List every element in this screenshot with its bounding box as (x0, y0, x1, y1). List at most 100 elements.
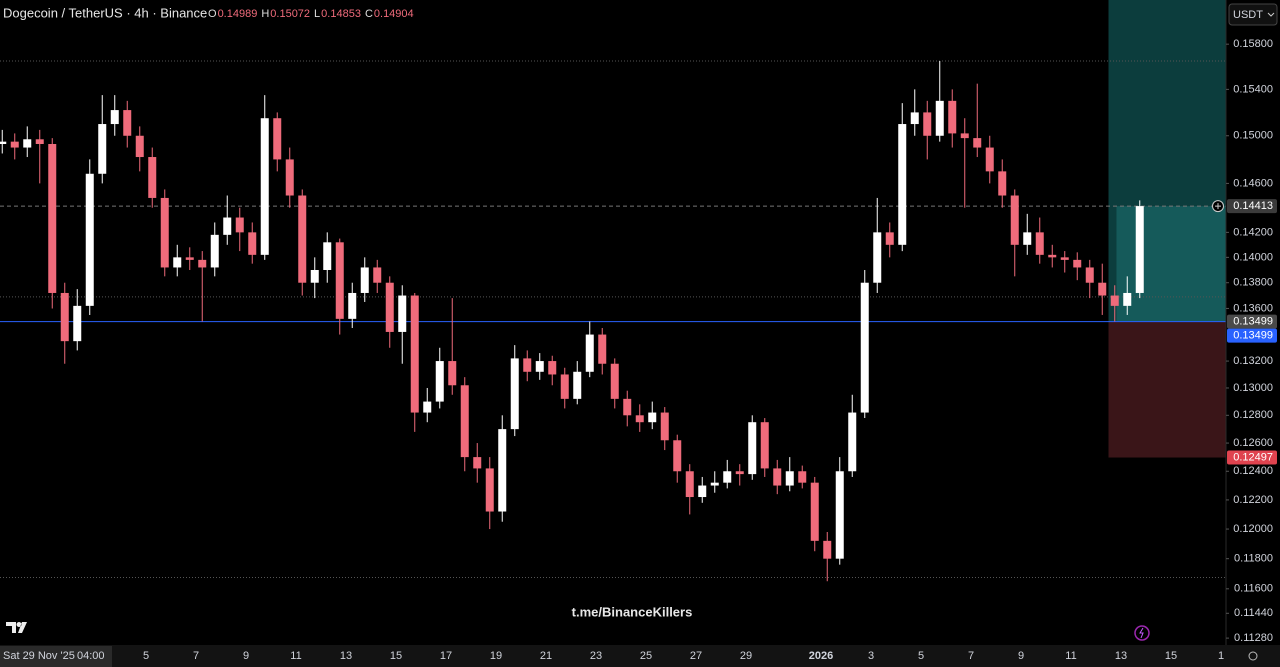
candle-body (635, 415, 644, 423)
candle-body (198, 259, 207, 268)
candle-body (810, 482, 819, 541)
plot (0, 60, 1226, 582)
candle-body (73, 305, 82, 342)
candle-body (0, 141, 7, 144)
candle-body (1085, 267, 1094, 283)
candle-body (910, 112, 919, 125)
x-tick-label: 9 (243, 650, 249, 662)
candle-body (785, 471, 794, 486)
x-tick-label: 21 (540, 650, 552, 662)
y-tick-label: 0.13000 (1233, 382, 1273, 394)
y-tick-label: 0.15000 (1233, 130, 1273, 142)
candle-body (260, 118, 269, 255)
candle-body (685, 471, 694, 498)
candle-body (710, 482, 719, 486)
alert-icon[interactable] (1134, 625, 1150, 641)
y-tick-label: 0.11440 (1234, 607, 1273, 619)
legend-key: L (314, 8, 320, 20)
candle-body (985, 147, 994, 172)
x-tick-label: 27 (690, 650, 702, 662)
candle-body (248, 232, 257, 255)
x-tick-label: 29 (740, 650, 752, 662)
candle-body (360, 267, 369, 293)
candle-body (660, 412, 669, 441)
candle-body (460, 385, 469, 458)
x-tick-label: 25 (640, 650, 652, 662)
candle-body (398, 295, 407, 332)
candle-body (1123, 292, 1132, 306)
currency-button[interactable] (1228, 3, 1278, 26)
candle-body (960, 133, 969, 139)
y-tick-label: 0.12800 (1233, 409, 1273, 421)
candle-body (973, 138, 982, 148)
x-tick-label: 15 (390, 650, 402, 662)
x-tick-label: 9 (1018, 650, 1024, 662)
candle-body (923, 112, 932, 136)
candle-body (598, 334, 607, 364)
candle-body (10, 141, 19, 148)
candle-body (698, 485, 707, 498)
candle-body (1098, 282, 1107, 296)
candle-body (323, 242, 332, 270)
legend-key: O (208, 8, 217, 20)
candle-body (285, 159, 294, 196)
candle-body (60, 292, 69, 342)
ohlc-legend: O 0.14989 H 0.15072 L 0.14853 C 0.14904 (208, 8, 414, 20)
candle-body (585, 334, 594, 372)
alert-bolt[interactable] (1139, 627, 1144, 639)
candle-body (648, 412, 657, 423)
crosshair-time: 04:00 (77, 650, 105, 662)
candle-body (35, 139, 44, 144)
logo-shape (6, 622, 27, 633)
candle-body (885, 232, 894, 245)
legend-key: H (261, 8, 269, 20)
currency-label[interactable]: USDT (1233, 9, 1263, 21)
settings-icon[interactable] (1248, 651, 1258, 661)
candle-body (410, 295, 419, 413)
candle-body (623, 398, 632, 416)
candle-body (548, 361, 557, 375)
y-tick-label: 0.11800 (1234, 553, 1273, 565)
x-tick-label: Sat 29 Nov '25 (3, 650, 75, 662)
candle-body (160, 197, 169, 268)
candle-body (423, 401, 432, 413)
candle-body (510, 358, 519, 430)
price-tag-label: 0.13499 (1233, 329, 1273, 341)
x-tick-label: 15 (1165, 650, 1177, 662)
candle-body (673, 440, 682, 472)
y-tick-label: 0.12600 (1233, 437, 1273, 449)
candle-body (85, 173, 94, 306)
candle-body (48, 143, 57, 293)
candle-body (935, 100, 944, 136)
x-tick-label: 7 (968, 650, 974, 662)
candle-body (535, 361, 544, 372)
candle-body (435, 361, 444, 402)
candle-body (23, 139, 32, 148)
candle-body (848, 412, 857, 472)
y-tick-label: 0.12400 (1233, 465, 1273, 477)
candle-body (348, 292, 357, 319)
price-tag-label: 0.14413 (1233, 200, 1273, 212)
y-tick-label: 0.12000 (1233, 523, 1273, 535)
price-tag (1227, 450, 1277, 465)
y-tick-label: 0.12200 (1233, 494, 1273, 506)
y-tick-label: 0.14000 (1233, 251, 1273, 263)
candle-body (98, 124, 107, 174)
y-tick-label: 0.13200 (1233, 355, 1273, 367)
y-tick-label: 0.15400 (1233, 83, 1273, 95)
x-tick-label: 17 (440, 650, 452, 662)
dropdown-icon[interactable] (1267, 12, 1275, 17)
legend-key: C (365, 8, 373, 20)
candle-body (1010, 195, 1019, 245)
candle-body (998, 171, 1007, 196)
candle-body (948, 100, 957, 134)
candle-body (235, 217, 244, 233)
legend-value: 0.14904 (374, 8, 414, 20)
position-tool[interactable] (1108, 0, 1227, 458)
candle-body (1060, 257, 1069, 260)
candle-body (310, 269, 319, 283)
x-tick-label: 2026 (809, 650, 833, 662)
x-tick-label: 11 (290, 650, 301, 662)
time-axis (0, 645, 1280, 667)
